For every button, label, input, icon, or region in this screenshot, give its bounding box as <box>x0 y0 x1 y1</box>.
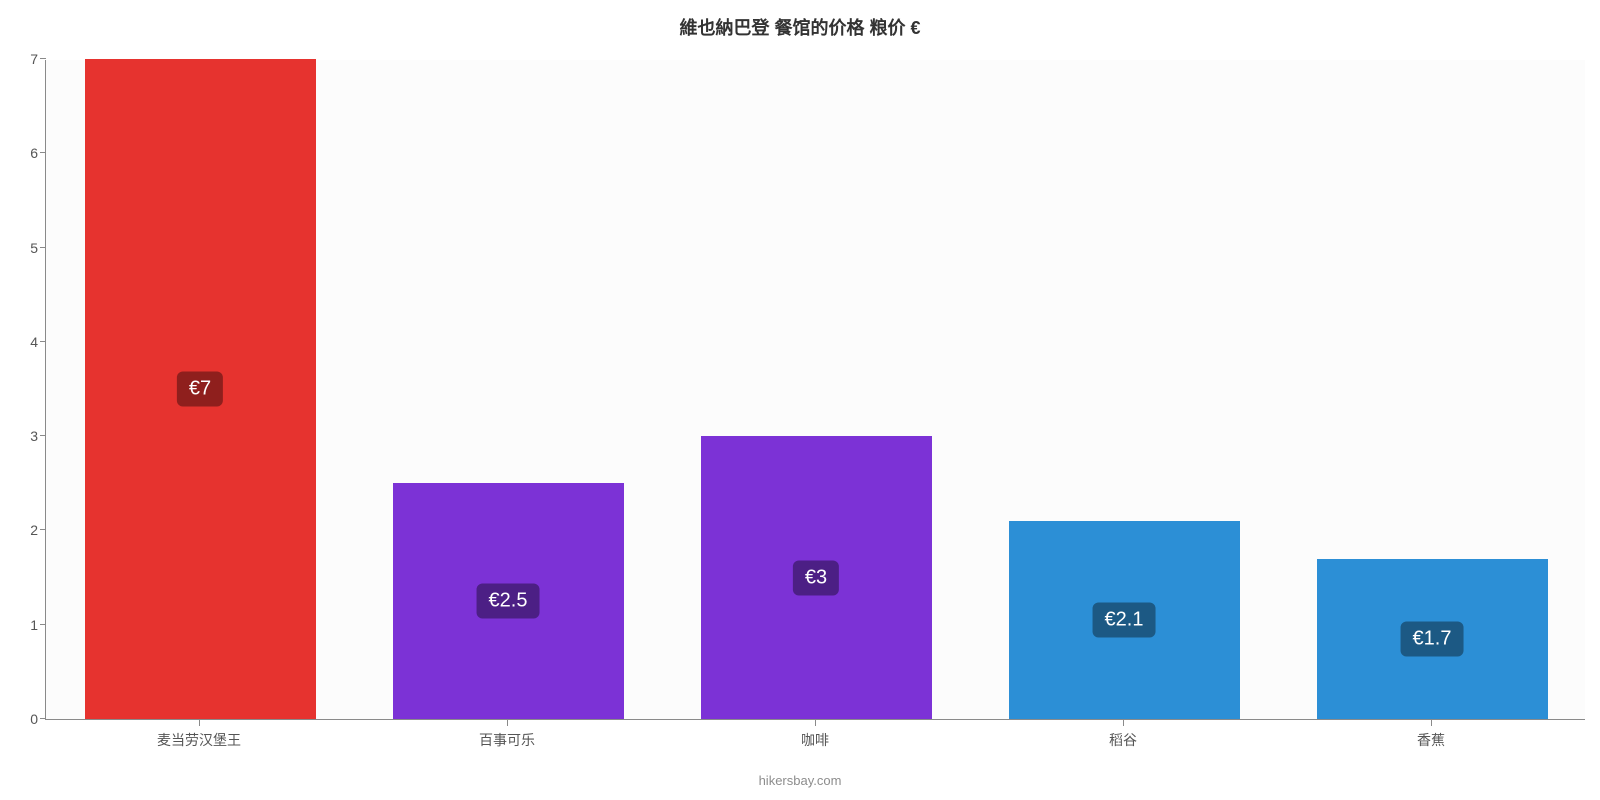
y-tick-label: 0 <box>30 711 38 727</box>
x-category-label: 咖啡 <box>801 730 829 750</box>
y-tick-label: 7 <box>30 51 38 67</box>
x-axis-labels: 麦当劳汉堡王 百事可乐 咖啡 稻谷 香蕉 <box>45 720 1585 760</box>
bar-value-label: €2.1 <box>1093 603 1156 638</box>
y-tick-label: 4 <box>30 334 38 350</box>
bar: €3 <box>701 436 932 719</box>
x-tick-mark <box>199 720 200 726</box>
y-tick-mark <box>40 435 46 436</box>
bar-value-label: €2.5 <box>477 584 540 619</box>
chart-title: 維也納巴登 餐馆的价格 粮价 € <box>0 14 1600 40</box>
bar: €1.7 <box>1317 559 1548 719</box>
y-tick-mark <box>40 624 46 625</box>
y-tick-mark <box>40 152 46 153</box>
source-credit: hikersbay.com <box>0 773 1600 788</box>
y-tick-label: 6 <box>30 145 38 161</box>
x-category-label: 麦当劳汉堡王 <box>157 730 241 750</box>
x-category-label: 稻谷 <box>1109 730 1137 750</box>
plot-area: €7€2.5€3€2.1€1.7 01234567 <box>45 60 1585 720</box>
x-tick-mark <box>815 720 816 726</box>
bar-value-label: €1.7 <box>1401 621 1464 656</box>
bar-value-label: €3 <box>793 560 839 595</box>
y-tick-mark <box>40 718 46 719</box>
y-tick-mark <box>40 341 46 342</box>
bar: €2.1 <box>1009 521 1240 719</box>
x-tick-mark <box>507 720 508 726</box>
x-tick-mark <box>1123 720 1124 726</box>
x-tick-mark <box>1431 720 1432 726</box>
y-tick-mark <box>40 247 46 248</box>
y-tick-mark <box>40 529 46 530</box>
bars-layer: €7 €2.5 €3 €2.1 €1.7 <box>46 60 1585 719</box>
y-tick-label: 5 <box>30 240 38 256</box>
x-category-label: 百事可乐 <box>479 730 535 750</box>
bar-value-label: €7 <box>177 372 223 407</box>
y-tick-label: 3 <box>30 428 38 444</box>
bar: €2.5 <box>393 483 624 719</box>
y-tick-mark <box>40 58 46 59</box>
y-tick-label: 2 <box>30 522 38 538</box>
price-bar-chart: 維也納巴登 餐馆的价格 粮价 € €7 €2.5 €3 €2.1 €1.7 0 1 2 3 4 5… <box>0 0 1600 800</box>
bar: €7 <box>85 59 316 719</box>
y-tick-label: 1 <box>30 617 38 633</box>
x-category-label: 香蕉 <box>1417 730 1445 750</box>
